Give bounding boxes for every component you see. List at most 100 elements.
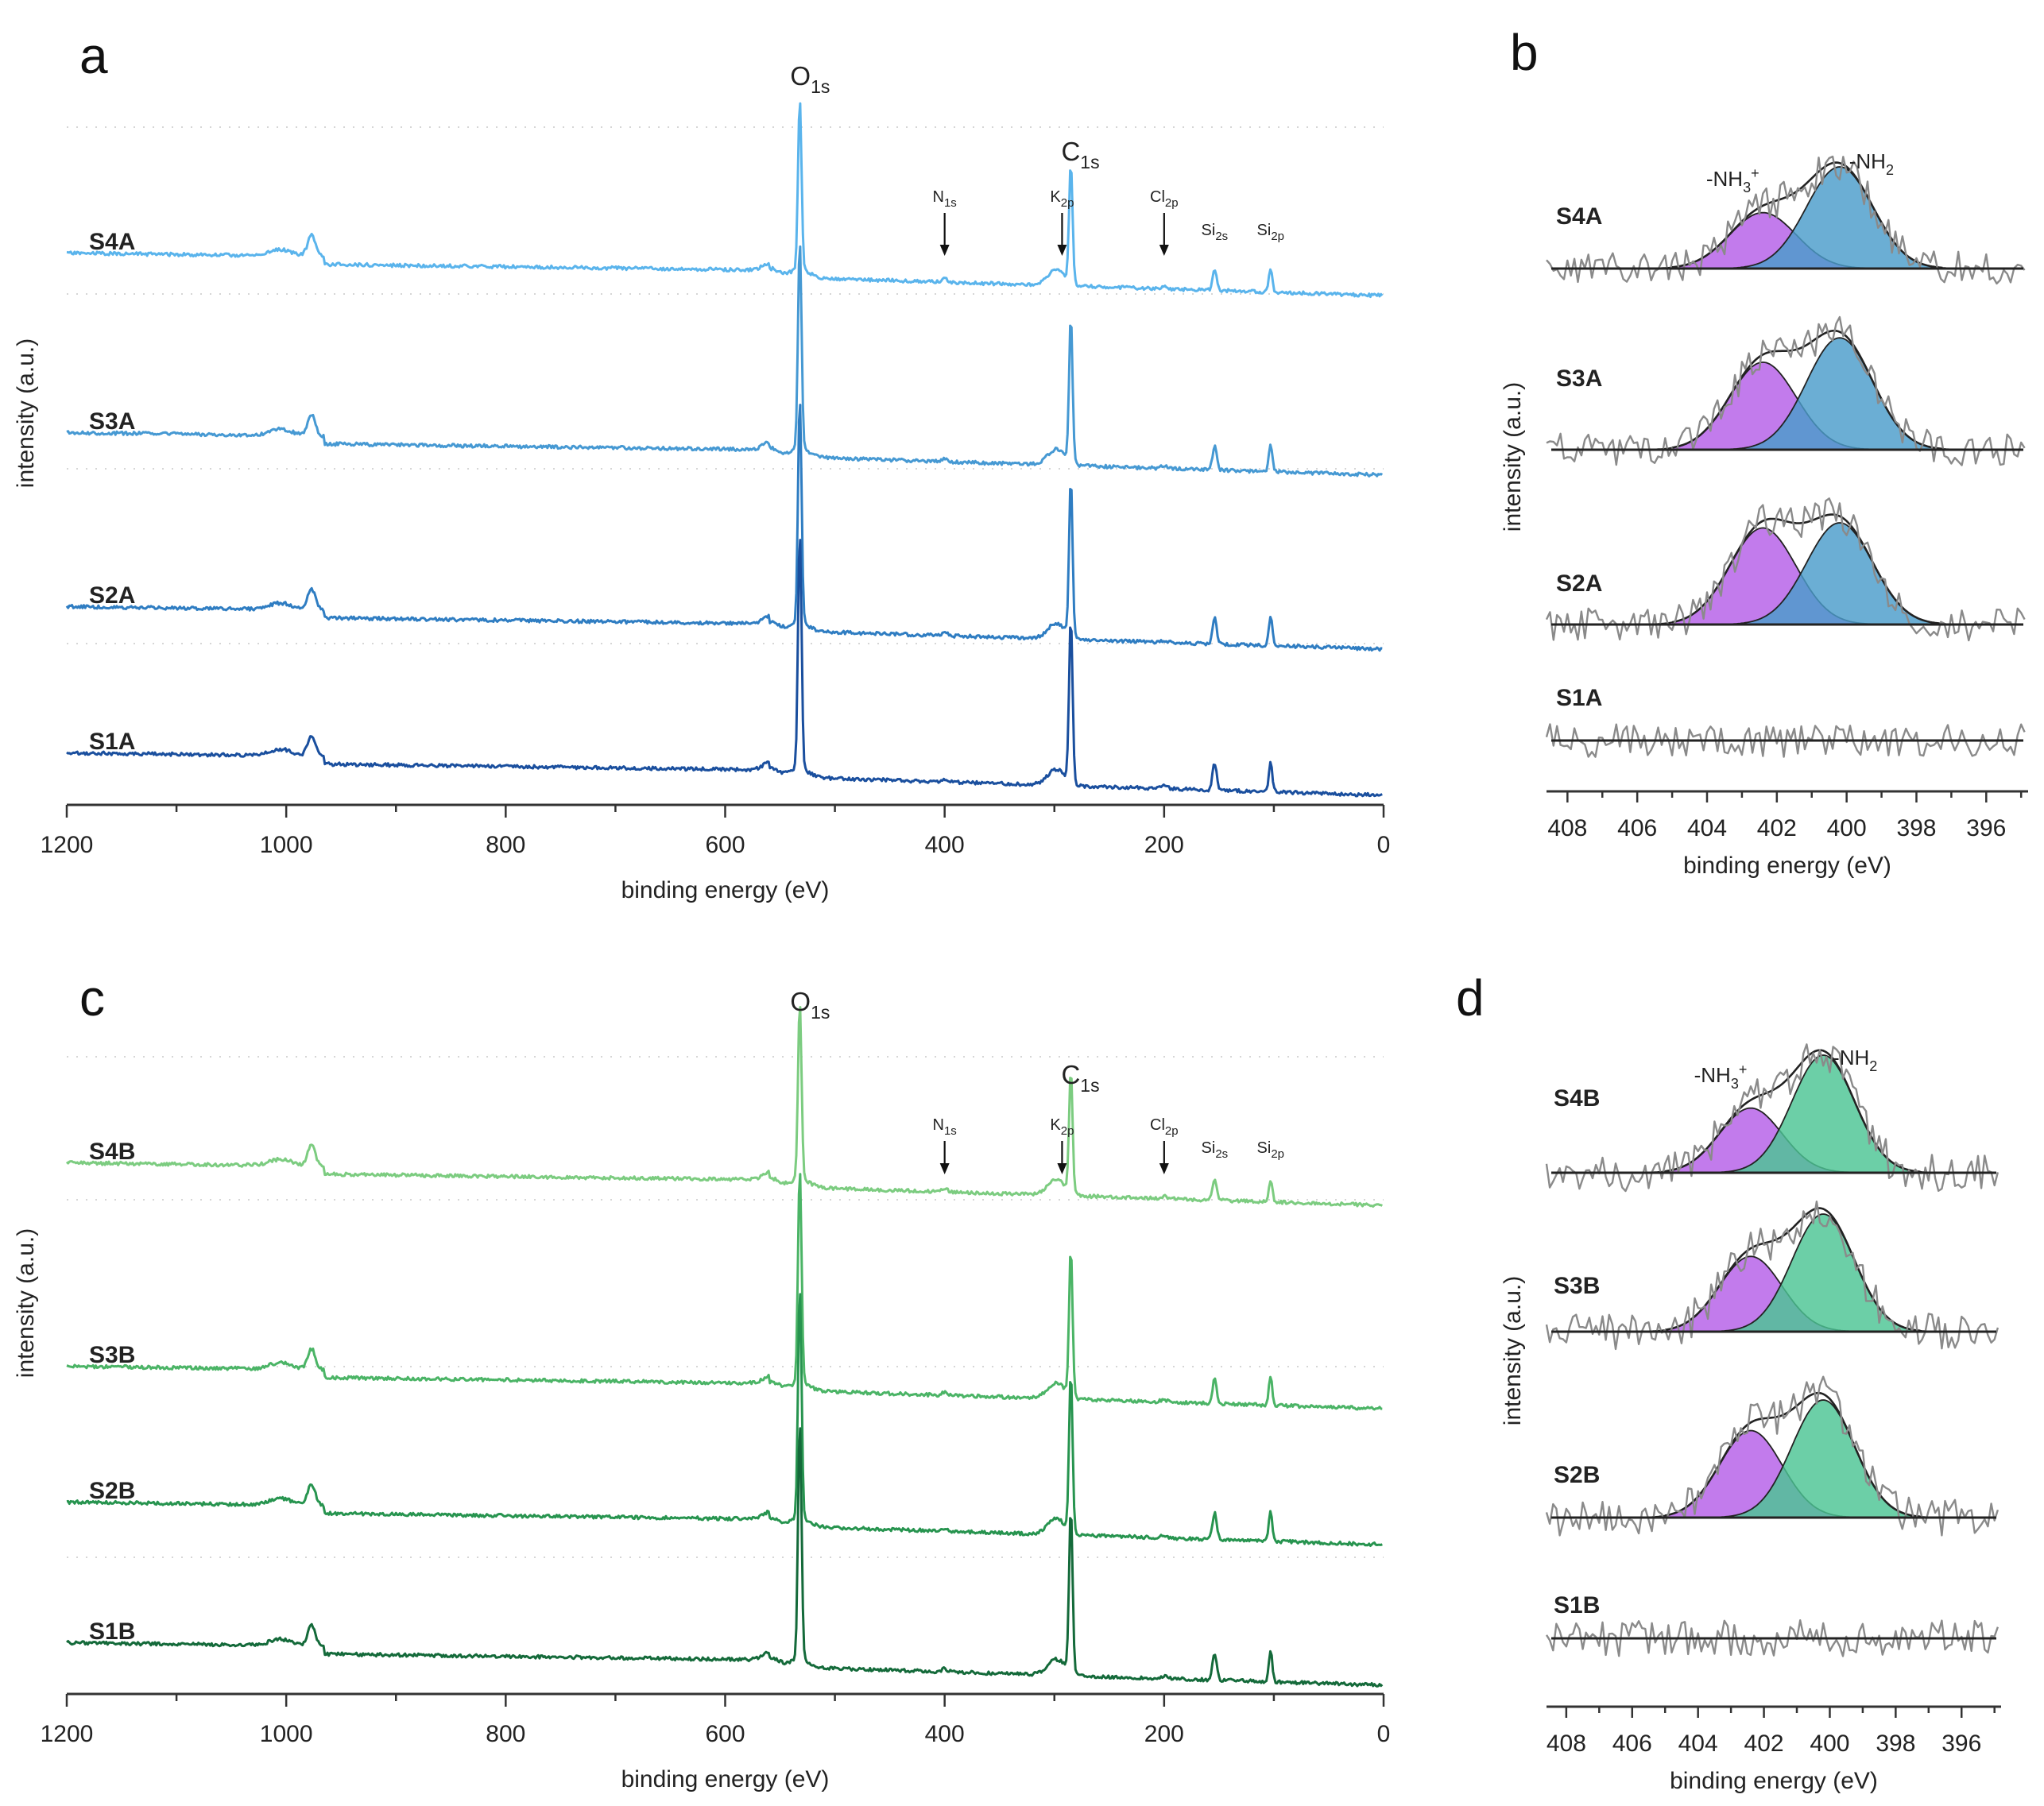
peak-label: Si2s — [1202, 1139, 1229, 1161]
peak-subscript: 2p — [1165, 1124, 1179, 1138]
row-label: S1B — [1554, 1592, 1600, 1618]
row-label: S4B — [89, 1139, 135, 1165]
x-axis-title: binding energy (eV) — [1683, 853, 1891, 879]
peak-subscript: 1s — [944, 196, 957, 210]
x-tick-label: 1000 — [260, 832, 313, 858]
spectrum-line-s3b — [66, 1173, 1383, 1411]
x-tick-label: 408 — [1547, 815, 1587, 841]
spectrum-line-s4b — [65, 1006, 1384, 1208]
peak-element: C — [1061, 1060, 1080, 1089]
comp-superscript: + — [1751, 165, 1759, 181]
x-tick-label: 402 — [1757, 815, 1797, 841]
panel-b: b 408 406 404 402 400 398 396 binding energy (eV… — [1500, 24, 2028, 879]
y-axis-title: intensity (a.u.) — [1500, 382, 1526, 532]
peak-element: Cl — [1150, 1116, 1165, 1134]
raw-data-s4b — [1545, 1043, 1999, 1193]
peak-subscript: 1s — [1080, 152, 1099, 172]
x-tick-label: 398 — [1896, 815, 1936, 841]
row-label: S2A — [1556, 570, 1602, 597]
peak-label: N1s — [933, 1116, 957, 1138]
comp-subscript: 2 — [1886, 162, 1894, 178]
comp-name: -NH — [1694, 1063, 1731, 1087]
peak-label: Si2p — [1257, 1139, 1284, 1161]
peak-arrow-head — [939, 1163, 950, 1174]
peak-element: Cl — [1150, 188, 1165, 206]
raw-data-s1b — [1545, 1619, 1999, 1657]
peak-label: O1s — [790, 61, 830, 97]
comp-subscript: 3 — [1731, 1076, 1739, 1092]
x-axis-title: binding energy (eV) — [621, 1766, 830, 1792]
peak-subscript: 2p — [1271, 1147, 1284, 1161]
peak-subscript: 2s — [1215, 230, 1228, 243]
comp-name: -NH — [1833, 1046, 1869, 1069]
x-tick-label: 396 — [1941, 1731, 1981, 1757]
peak-label: O1s — [790, 987, 830, 1023]
spectrum-line-s2b — [66, 1293, 1383, 1547]
peak-label: Cl2p — [1150, 1116, 1179, 1138]
peak-element: Si — [1202, 1139, 1216, 1157]
row-label: S4A — [89, 229, 135, 255]
x-tick-label: 600 — [705, 1721, 745, 1747]
row-label: S2A — [89, 582, 135, 609]
panel-letter: c — [79, 969, 105, 1027]
peak-subscript: 1s — [811, 76, 830, 97]
peak-element: Si — [1202, 222, 1216, 239]
peak-label: Si2p — [1257, 222, 1284, 243]
row-label: S1A — [89, 729, 135, 755]
row-label: S3B — [89, 1342, 135, 1368]
spectrum-line-s3a — [66, 245, 1384, 478]
y-axis-title: intensity (a.u.) — [13, 338, 39, 488]
envelope-fit-s4b — [1665, 1049, 1921, 1174]
nh2-label: -NH2 — [1833, 1046, 1877, 1074]
peak-element: C — [1061, 137, 1080, 166]
nh3-label: -NH3+ — [1694, 1062, 1748, 1092]
peak-label: C1s — [1061, 1060, 1099, 1096]
x-tick-label: 600 — [705, 832, 745, 858]
x-tick-label: 402 — [1744, 1731, 1784, 1757]
raw-data-s3b — [1545, 1201, 1999, 1351]
peak-arrow-head — [1159, 245, 1169, 256]
peak-arrow-head — [1057, 1163, 1067, 1174]
x-tick-label: 398 — [1876, 1731, 1915, 1757]
comp-name: -NH — [1849, 149, 1886, 173]
peak-arrow-head — [939, 245, 950, 256]
x-tick-label: 1000 — [260, 1721, 313, 1747]
row-label: S4B — [1554, 1085, 1600, 1112]
peak-element: K — [1050, 1116, 1061, 1134]
nh2-label: -NH2 — [1849, 149, 1894, 178]
peak-subscript: 2p — [1061, 196, 1074, 210]
peak-subscript: 2p — [1061, 1124, 1074, 1138]
row-label: S4A — [1556, 203, 1602, 230]
peak-subscript: 2p — [1271, 230, 1284, 243]
x-tick-label: 1200 — [41, 832, 94, 858]
peak-element: O — [790, 987, 811, 1016]
peak-subscript: 1s — [811, 1002, 830, 1023]
y-axis-title: intensity (a.u.) — [1500, 1276, 1526, 1425]
row-label: S1A — [1556, 685, 1602, 711]
peak-element: N — [933, 188, 944, 206]
x-tick-label: 800 — [486, 832, 525, 858]
peak-element: Si — [1257, 222, 1272, 239]
x-tick-label: 200 — [1144, 1721, 1184, 1747]
peak-arrow-head — [1057, 245, 1067, 256]
comp-superscript: + — [1739, 1062, 1748, 1077]
peak-subscript: 1s — [1080, 1075, 1099, 1096]
panel-a: a 1200 1000 800 600 400 200 0 binding energy (eV… — [13, 27, 1390, 903]
peak-arrow-head — [1159, 1163, 1169, 1174]
spectrum-line-s1a — [66, 539, 1383, 798]
spectrum-line-s2a — [65, 404, 1383, 652]
raw-data-s1a — [1545, 723, 2026, 758]
x-tick-label: 800 — [486, 1721, 525, 1747]
panel-c: c 1200 1000 800 600 400 200 0 binding energy (eV… — [13, 969, 1390, 1792]
peak-element: O — [790, 61, 811, 91]
peak-element: N — [933, 1116, 944, 1134]
nh3-label: -NH3+ — [1706, 165, 1759, 195]
row-label: S3A — [89, 408, 135, 435]
x-tick-label: 400 — [1827, 815, 1867, 841]
spectrum-line-s4a — [66, 102, 1384, 299]
raw-data-s2a — [1545, 497, 2026, 642]
row-label: S2B — [89, 1478, 135, 1504]
spectrum-line-s1b — [66, 1427, 1384, 1688]
comp-subscript: 3 — [1743, 180, 1751, 195]
x-tick-label: 408 — [1547, 1731, 1586, 1757]
